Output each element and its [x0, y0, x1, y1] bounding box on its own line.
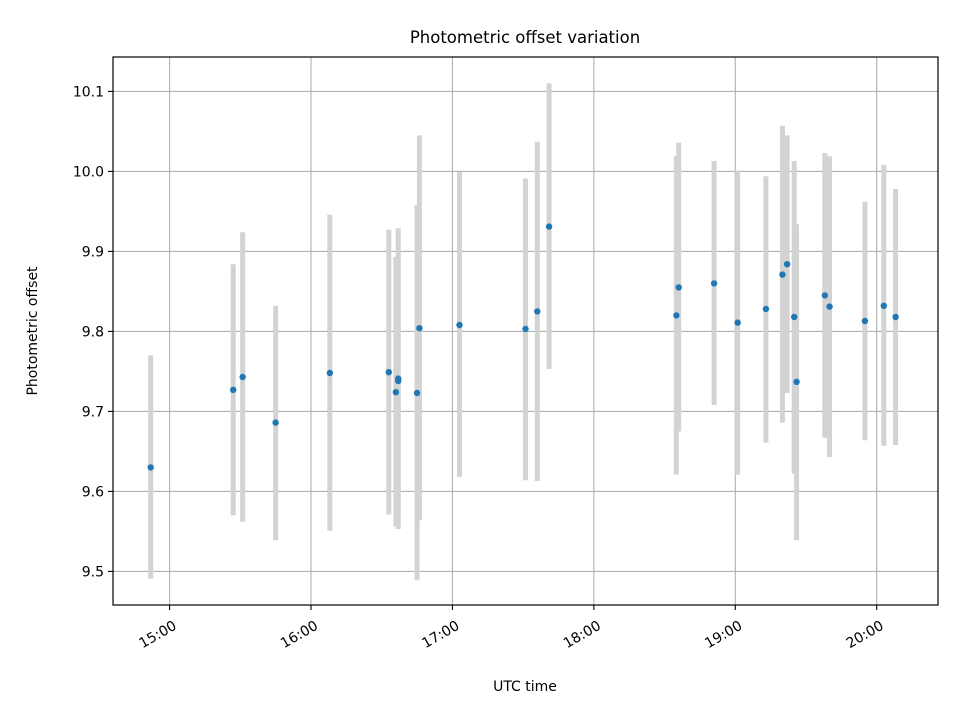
data-point: [783, 261, 791, 268]
data-point: [880, 302, 887, 309]
data-point: [791, 313, 798, 321]
data-point: [779, 271, 786, 278]
data-point: [413, 389, 421, 397]
data-point: [673, 312, 680, 319]
markers: [147, 223, 899, 471]
chart-title: Photometric offset variation: [410, 28, 640, 47]
data-point: [534, 308, 541, 315]
y-axis-label: Photometric offset: [25, 266, 41, 396]
data-point: [861, 317, 869, 325]
data-point: [272, 419, 279, 426]
data-point: [395, 375, 402, 382]
y-axis: 9.5 9.6 9.7 9.8 9.9 10.0 10.1: [73, 84, 113, 580]
y-tick-label: 9.8: [82, 324, 104, 340]
data-point: [147, 464, 154, 471]
data-point: [762, 305, 770, 313]
data-point: [892, 313, 899, 321]
data-point: [456, 321, 463, 329]
data-point: [793, 378, 800, 385]
y-tick-label: 9.5: [82, 564, 104, 580]
data-point: [821, 292, 829, 299]
data-point: [826, 303, 833, 310]
data-point: [675, 284, 682, 291]
data-point: [326, 369, 334, 377]
y-tick-label: 10.0: [73, 164, 104, 180]
data-point: [230, 386, 237, 393]
data-point: [545, 223, 553, 230]
data-point: [522, 325, 529, 333]
x-axis-label: UTC time: [493, 679, 557, 695]
data-point: [734, 319, 741, 326]
data-point: [392, 389, 400, 396]
y-tick-label: 9.6: [82, 484, 104, 500]
y-tick-label: 9.7: [82, 404, 104, 420]
y-tick-label: 10.1: [73, 84, 104, 100]
y-tick-label: 9.9: [82, 244, 104, 260]
data-point: [416, 325, 423, 332]
data-point: [239, 373, 246, 381]
data-point: [385, 369, 392, 376]
data-point: [710, 280, 718, 287]
